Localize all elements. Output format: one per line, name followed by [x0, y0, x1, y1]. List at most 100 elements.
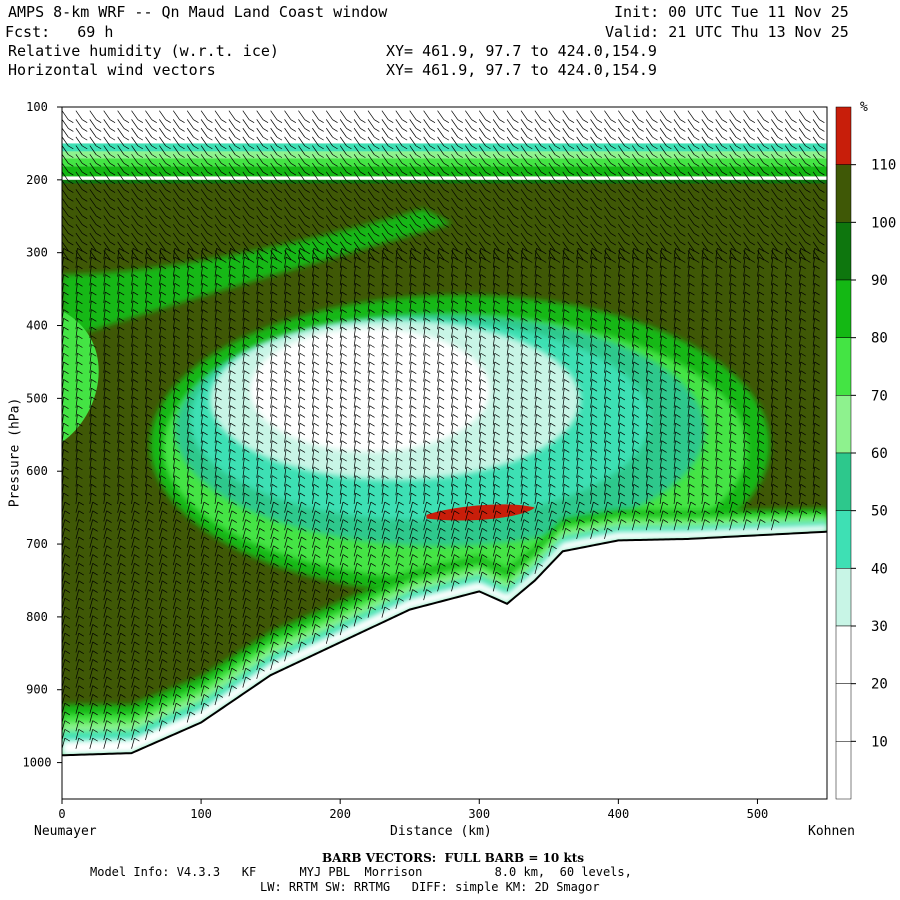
wind-barb: [325, 457, 333, 470]
wind-barb: [812, 283, 820, 295]
wind-barb: [701, 335, 709, 347]
wind-barb: [465, 457, 473, 470]
wind-barb: [576, 145, 589, 158]
wind-barb: [353, 335, 361, 347]
wind-barb: [89, 326, 97, 338]
wind-barb: [743, 317, 751, 330]
wind-barb: [186, 309, 194, 321]
wind-barb: [312, 449, 320, 461]
wind-barb: [715, 248, 723, 260]
wind-barb: [659, 440, 667, 452]
wind-barb: [673, 119, 686, 132]
wind-barb: [743, 361, 751, 373]
wind-barb: [145, 379, 153, 391]
wind-barb: [186, 370, 194, 382]
wind-barb: [673, 180, 686, 193]
wind-barb: [353, 291, 361, 303]
wind-barb: [548, 484, 556, 496]
wind-barb: [659, 136, 672, 150]
colorbar-level-label: 60: [871, 446, 888, 462]
wind-barb: [506, 554, 516, 566]
wind-barb: [131, 224, 144, 237]
wind-barb: [312, 361, 320, 373]
wind-barb: [465, 344, 473, 356]
wind-barb: [437, 110, 450, 123]
wind-barb: [618, 457, 626, 470]
wind-barb: [437, 580, 446, 592]
wind-barb: [784, 422, 792, 435]
wind-barb: [284, 396, 292, 408]
wind-barb: [256, 457, 264, 470]
wind-barb: [590, 335, 598, 347]
wind-barb: [298, 501, 307, 513]
wind-barb: [214, 274, 222, 286]
wind-barb: [478, 449, 486, 461]
x-tick-label: 400: [608, 807, 630, 821]
wind-barb: [826, 492, 827, 496]
wind-barb: [228, 248, 236, 260]
wind-barb: [687, 352, 695, 365]
wind-barb: [673, 171, 686, 185]
wind-barb: [172, 562, 182, 575]
wind-barb: [145, 145, 157, 158]
wind-barb: [451, 571, 460, 583]
wind-barb: [604, 501, 613, 513]
wind-barb: [381, 466, 389, 478]
wind-barb: [771, 501, 780, 513]
wind-barb: [200, 154, 213, 167]
wind-barb: [451, 224, 463, 237]
wind-barb: [325, 352, 333, 365]
wind-barb: [339, 554, 349, 566]
wind-barb: [62, 241, 74, 255]
wind-barb: [604, 274, 612, 286]
wind-barb: [186, 274, 194, 286]
wind-barb: [451, 127, 463, 141]
wind-barb: [409, 256, 417, 269]
wind-barb: [172, 641, 182, 653]
wind-barb: [284, 554, 293, 566]
wind-barb: [89, 241, 102, 255]
wind-barb: [353, 597, 363, 609]
wind-barb: [353, 457, 361, 470]
wind-barb: [534, 361, 542, 373]
wind-barb: [117, 440, 125, 452]
wind-barb: [437, 283, 445, 295]
wind-barb: [715, 440, 723, 452]
wind-barb: [159, 189, 171, 202]
wind-barb: [757, 352, 765, 365]
wind-barb: [284, 431, 292, 443]
wind-barb: [437, 274, 445, 286]
wind-barb: [492, 197, 505, 211]
wind-barb: [200, 300, 208, 312]
wind-barb: [131, 484, 139, 496]
wind-barb: [715, 309, 723, 321]
wind-barb: [520, 501, 530, 513]
wind-barb: [75, 685, 84, 697]
wind-barb: [145, 256, 153, 269]
y-tick-label: 600: [26, 464, 48, 478]
wind-barb: [548, 136, 561, 150]
wind-barb: [270, 189, 283, 202]
wind-barb: [256, 466, 264, 478]
wind-barb: [256, 215, 269, 228]
wind-barb: [423, 300, 431, 312]
wind-barb: [89, 206, 102, 220]
wind-barb: [701, 189, 714, 202]
x-tick-label: 100: [190, 807, 212, 821]
wind-barb: [89, 484, 97, 496]
wind-barb: [784, 241, 797, 255]
wind-barb: [103, 457, 111, 470]
wind-barb: [298, 274, 306, 286]
wind-barb: [395, 119, 408, 132]
plot-frame: [61, 106, 828, 800]
wind-barb: [631, 232, 644, 246]
wind-barb: [631, 291, 639, 303]
wind-barb: [284, 127, 297, 141]
wind-barb: [395, 475, 403, 487]
wind-barb: [729, 361, 737, 373]
wind-barb: [172, 519, 182, 531]
wind-barb: [451, 265, 459, 277]
wind-barb: [798, 309, 806, 321]
wind-barb: [729, 422, 737, 435]
wind-barb: [89, 361, 97, 373]
